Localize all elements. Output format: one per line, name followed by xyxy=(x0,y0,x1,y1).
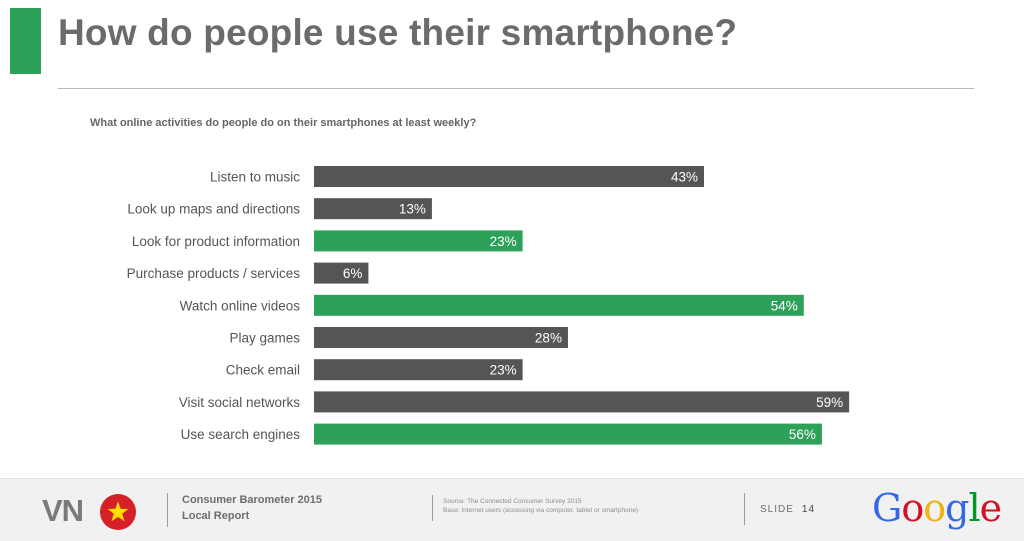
category-label: Look up maps and directions xyxy=(127,202,300,217)
data-label: 6% xyxy=(343,266,363,281)
data-label: 13% xyxy=(399,202,426,217)
data-label: 23% xyxy=(490,363,517,378)
source-note: Source: The Connected Consumer Survey 20… xyxy=(443,497,638,515)
report-line-1: Consumer Barometer 2015 xyxy=(182,494,323,506)
google-logo: Google xyxy=(872,486,1002,530)
bar xyxy=(314,166,705,187)
slide-number: 14 xyxy=(801,504,816,515)
category-label: Listen to music xyxy=(210,170,300,185)
bar xyxy=(314,230,523,252)
category-label: Purchase products / services xyxy=(127,266,301,281)
data-label: 23% xyxy=(490,234,517,249)
logo-letter: o xyxy=(901,486,924,530)
report-title: Consumer Barometer 2015 Local Report xyxy=(182,492,322,524)
slide-indicator: SLIDE 14 xyxy=(760,504,815,515)
category-label: Use search engines xyxy=(181,427,301,442)
logo-letter: o xyxy=(923,486,946,530)
category-label: Visit social networks xyxy=(179,395,301,410)
data-label: 56% xyxy=(789,427,816,442)
bar xyxy=(314,327,568,348)
bar xyxy=(314,198,432,220)
logo-letter: e xyxy=(979,486,1002,530)
footer-separator xyxy=(744,493,745,525)
logo-letter: g xyxy=(945,486,969,530)
data-label: 43% xyxy=(671,170,698,185)
title-divider xyxy=(58,88,974,89)
chart-subtitle: What online activities do people do on t… xyxy=(90,117,477,129)
data-label: 59% xyxy=(816,395,843,410)
footer-separator xyxy=(167,493,168,527)
category-label: Play games xyxy=(229,331,300,346)
report-line-2: Local Report xyxy=(182,510,250,522)
data-label: 28% xyxy=(535,331,562,346)
star-icon xyxy=(107,501,129,522)
logo-letter: G xyxy=(872,486,902,530)
bar-chart: Listen to music 43% Look up maps and direc… xyxy=(127,166,850,445)
category-label: Watch online videos xyxy=(180,298,301,313)
category-label: Look for product information xyxy=(132,234,300,249)
logo-letter: l xyxy=(968,486,980,530)
title-accent-bar xyxy=(10,8,41,74)
source-line-2: Base: Internet users (accessing via comp… xyxy=(443,507,639,514)
footer-separator xyxy=(432,495,433,521)
footer: VN Consumer Barometer 2015 Local Report … xyxy=(0,478,1024,541)
bar xyxy=(314,294,804,316)
bar xyxy=(314,359,523,381)
vietnam-flag-icon xyxy=(100,494,136,530)
bar xyxy=(314,391,850,413)
slide-label: SLIDE xyxy=(760,504,794,515)
bar xyxy=(314,262,369,284)
data-label: 54% xyxy=(771,298,798,313)
category-label: Check email xyxy=(226,363,300,378)
country-code: VN xyxy=(42,493,84,528)
bar xyxy=(314,423,822,445)
page-title: How do people use their smartphone? xyxy=(58,12,738,53)
source-line-1: Source: The Connected Consumer Survey 20… xyxy=(443,498,582,505)
